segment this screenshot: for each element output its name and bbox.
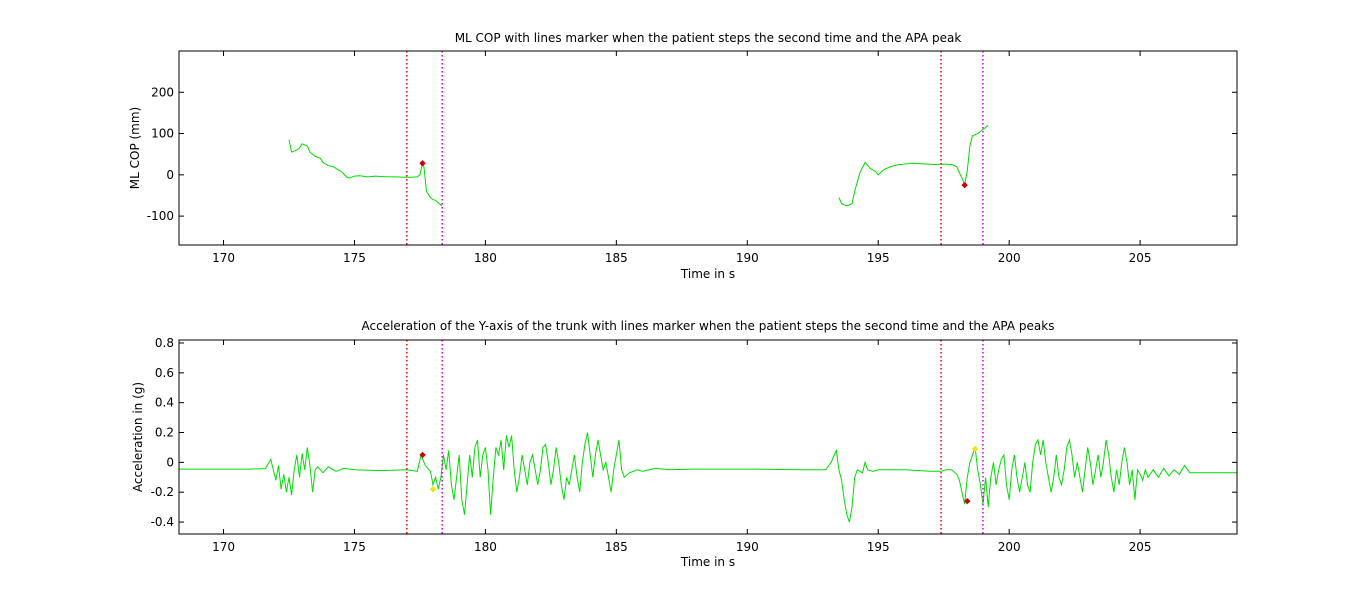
peak-marker (971, 445, 979, 453)
y-tick-label: -0.2 (151, 485, 174, 499)
y-axis-label: ML COP (mm) (128, 107, 142, 189)
x-tick-label: 205 (1129, 540, 1152, 554)
peak-marker (961, 181, 968, 189)
y-axis-ticks: -100 0 100 200 (147, 85, 1237, 223)
y-tick-label: 0 (166, 455, 174, 469)
x-tick-label: 185 (605, 251, 628, 265)
x-tick-label: 205 (1129, 251, 1152, 265)
x-axis-ticks: 170 175 180 185 190 195 200 205 (212, 51, 1152, 265)
x-tick-label: 195 (867, 540, 890, 554)
x-tick-label: 195 (867, 251, 890, 265)
x-axis-label: Time in s (680, 267, 735, 281)
y-tick-label: -0.4 (151, 515, 174, 529)
y-tick-label: 100 (151, 127, 174, 141)
plot-area (288, 51, 989, 245)
y-tick-label: -100 (147, 209, 174, 223)
series-line (288, 139, 443, 207)
x-tick-label: 170 (212, 540, 235, 554)
x-tick-label: 170 (212, 251, 235, 265)
axes-frame (178, 50, 1238, 246)
y-tick-label: 200 (151, 85, 174, 99)
peak-marker (429, 486, 437, 493)
axes-frame (178, 339, 1238, 535)
y-tick-label: 0.8 (155, 336, 174, 350)
y-axis-ticks: -0.4 -0.2 0 0.2 0.4 0.6 0.8 (151, 336, 1237, 529)
y-tick-label: 0.6 (155, 366, 174, 380)
series-line (179, 432, 1237, 523)
peak-marker (964, 497, 971, 505)
y-tick-label: 0 (166, 168, 174, 182)
series-line (838, 124, 989, 207)
x-tick-label: 175 (343, 540, 366, 554)
chart-trunk-acceleration: Acceleration of the Y-axis of the trunk … (131, 319, 1238, 569)
y-tick-label: 0.4 (155, 396, 174, 410)
x-tick-label: 175 (343, 251, 366, 265)
peak-marker (419, 451, 426, 459)
x-axis-ticks: 170 175 180 185 190 195 200 205 (212, 340, 1152, 554)
x-tick-label: 200 (998, 540, 1021, 554)
x-axis-label: Time in s (680, 555, 735, 569)
x-tick-label: 180 (474, 540, 497, 554)
chart-title: ML COP with lines marker when the patien… (455, 31, 962, 45)
peak-marker (419, 160, 426, 167)
y-axis-label: Acceleration in (g) (131, 382, 145, 492)
plot-area (179, 340, 1237, 534)
x-tick-label: 180 (474, 251, 497, 265)
chart-title: Acceleration of the Y-axis of the trunk … (362, 319, 1055, 333)
y-tick-label: 0.2 (155, 426, 174, 440)
x-tick-label: 200 (998, 251, 1021, 265)
chart-ml-cop: ML COP with lines marker when the patien… (128, 31, 1238, 281)
x-tick-label: 190 (736, 251, 759, 265)
x-tick-label: 185 (605, 540, 628, 554)
x-tick-label: 190 (736, 540, 759, 554)
